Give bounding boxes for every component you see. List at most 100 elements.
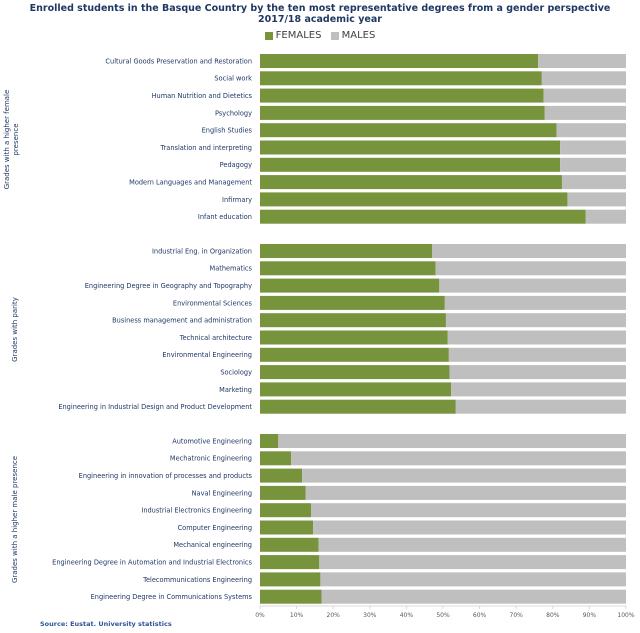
bar-females-automotive-engineering [260,434,279,448]
category-label-naval-engineering: Naval Engineering [192,489,252,497]
bar-females-social-work [260,71,542,86]
bar-males-telecommunications-engineering [320,572,626,587]
bar-males-psychology [544,105,626,120]
bar-females-business-management-and-administration [260,313,446,328]
chart-title-line-2: 2017/18 academic year [258,14,382,25]
bar-males-mechanical-engineering [318,537,626,552]
category-label-telecommunications-engineering: Telecommunications Engineering [142,576,252,584]
bar-females-infant-education [260,209,586,224]
category-label-mechanical-engineering: Mechanical engineering [173,541,252,549]
group-label-1-line-2: presence [12,123,20,155]
x-tick-label-9: 90% [583,612,597,619]
category-label-environmental-sciences: Environmental Sciences [173,299,253,307]
category-label-business-management-and-administration: Business management and administration [112,317,252,325]
bar-females-marketing [260,382,452,397]
category-label-mathematics: Mathematics [210,265,253,273]
x-tick-label-1: 10% [290,612,304,619]
x-tick-label-2: 20% [327,612,341,619]
bar-females-cultural-goods-preservation-and-restoration [260,54,539,68]
legend-swatch-females [264,31,273,40]
bar-males-engineering-degree-in-communications-systems [321,589,626,604]
legend-item-males: MALES [330,30,376,41]
bar-males-automotive-engineering [278,434,626,448]
bar-males-industrial-eng-in-organization [432,244,626,258]
bar-females-translation-and-interpreting [260,140,561,155]
category-label-psychology: Psychology [215,109,252,117]
bar-females-engineering-degree-in-geography-and-topography [260,278,440,293]
category-label-infirmary: Infirmary [222,196,252,204]
bar-males-engineering-in-innovation-of-processes-and-products [302,468,626,483]
category-label-english-studies: English Studies [202,127,253,135]
bar-females-computer-engineering [260,520,314,535]
x-tick-label-5: 50% [436,612,450,619]
x-tick-label-10: 100% [617,612,634,619]
category-label-cultural-goods-preservation-and-restoration: Cultural Goods Preservation and Restorat… [105,57,252,65]
category-label-pedagogy: Pedagogy [220,161,252,169]
category-label-sociology: Sociology [220,369,252,377]
bar-males-computer-engineering [313,520,626,535]
category-label-industrial-electronics-engineering: Industrial Electronics Engineering [141,507,252,515]
category-label-translation-and-interpreting: Translation and interpreting [160,144,252,152]
bar-males-english-studies [556,123,626,138]
bar-females-technical-architecture [260,330,448,345]
bar-males-infirmary [567,192,626,207]
bar-females-psychology [260,105,545,120]
legend: FEMALES MALES [0,30,640,43]
category-label-marketing: Marketing [219,386,252,394]
chart-title: Enrolled students in the Basque Country … [0,3,640,25]
category-label-technical-architecture: Technical architecture [179,334,252,342]
legend-label-males: MALES [341,30,376,41]
bar-males-modern-languages-and-management [561,175,626,190]
bar-males-social-work [541,71,626,86]
legend-swatch-males [330,31,339,40]
bar-males-sociology [449,365,626,380]
bar-males-pedagogy [560,157,626,172]
x-tick-label-7: 70% [510,612,524,619]
bar-females-modern-languages-and-management [260,175,562,190]
legend-item-females: FEMALES [264,30,322,41]
bar-females-human-nutrition-and-dietetics [260,88,544,103]
legend-label-females: FEMALES [275,30,322,41]
bar-males-technical-architecture [447,330,626,345]
bar-females-engineering-in-innovation-of-processes-and-products [260,468,303,483]
bar-males-engineering-degree-in-automation-and-industrial-electronics [319,555,626,570]
bar-females-mathematics [260,261,436,276]
category-label-engineering-in-innovation-of-processes-and-products: Engineering in innovation of processes a… [79,472,253,480]
category-label-engineering-degree-in-geography-and-topography: Engineering Degree in Geography and Topo… [85,282,252,290]
bar-females-sociology [260,365,450,380]
x-tick-label-8: 80% [546,612,560,619]
source-note: Source: Eustat. University statistics [40,620,172,628]
bar-females-pedagogy [260,157,561,172]
bar-males-human-nutrition-and-dietetics [543,88,626,103]
bar-males-business-management-and-administration [445,313,626,328]
group-label-1-line-1: Grades with a higher female [3,90,11,190]
bar-males-cultural-goods-preservation-and-restoration [538,54,626,68]
bar-females-english-studies [260,123,557,138]
bar-males-environmental-sciences [444,295,626,310]
group-label-3-line-1: Grades with a higher male presence [11,456,19,583]
category-label-computer-engineering: Computer Engineering [178,524,252,532]
bar-females-industrial-electronics-engineering [260,503,312,518]
category-label-automotive-engineering: Automotive Engineering [172,437,252,445]
bar-females-mechanical-engineering [260,537,319,552]
bar-males-mathematics [435,261,626,276]
category-label-human-nutrition-and-dietetics: Human Nutrition and Dietetics [152,92,253,100]
bar-males-engineering-in-industrial-design-and-product-development [455,399,626,414]
bar-females-naval-engineering [260,485,306,500]
bar-males-infant-education [585,209,626,224]
group-label-3: Grades with a higher male presence [11,456,19,583]
x-tick-label-6: 60% [473,612,487,619]
bar-females-engineering-degree-in-automation-and-industrial-electronics [260,555,320,570]
category-label-modern-languages-and-management: Modern Languages and Management [129,179,252,187]
category-label-mechatronic-engineering: Mechatronic Engineering [170,455,252,463]
bar-males-naval-engineering [305,485,626,500]
bar-males-marketing [451,382,626,397]
bar-females-environmental-engineering [260,347,449,362]
category-label-industrial-eng-in-organization: Industrial Eng. in Organization [152,247,252,255]
bar-females-environmental-sciences [260,295,445,310]
bar-females-mechatronic-engineering [260,451,292,466]
group-label-2-line-1: Grades with parity [11,297,19,362]
bar-females-infirmary [260,192,568,207]
category-label-engineering-in-industrial-design-and-product-development: Engineering in Industrial Design and Pro… [58,403,252,411]
